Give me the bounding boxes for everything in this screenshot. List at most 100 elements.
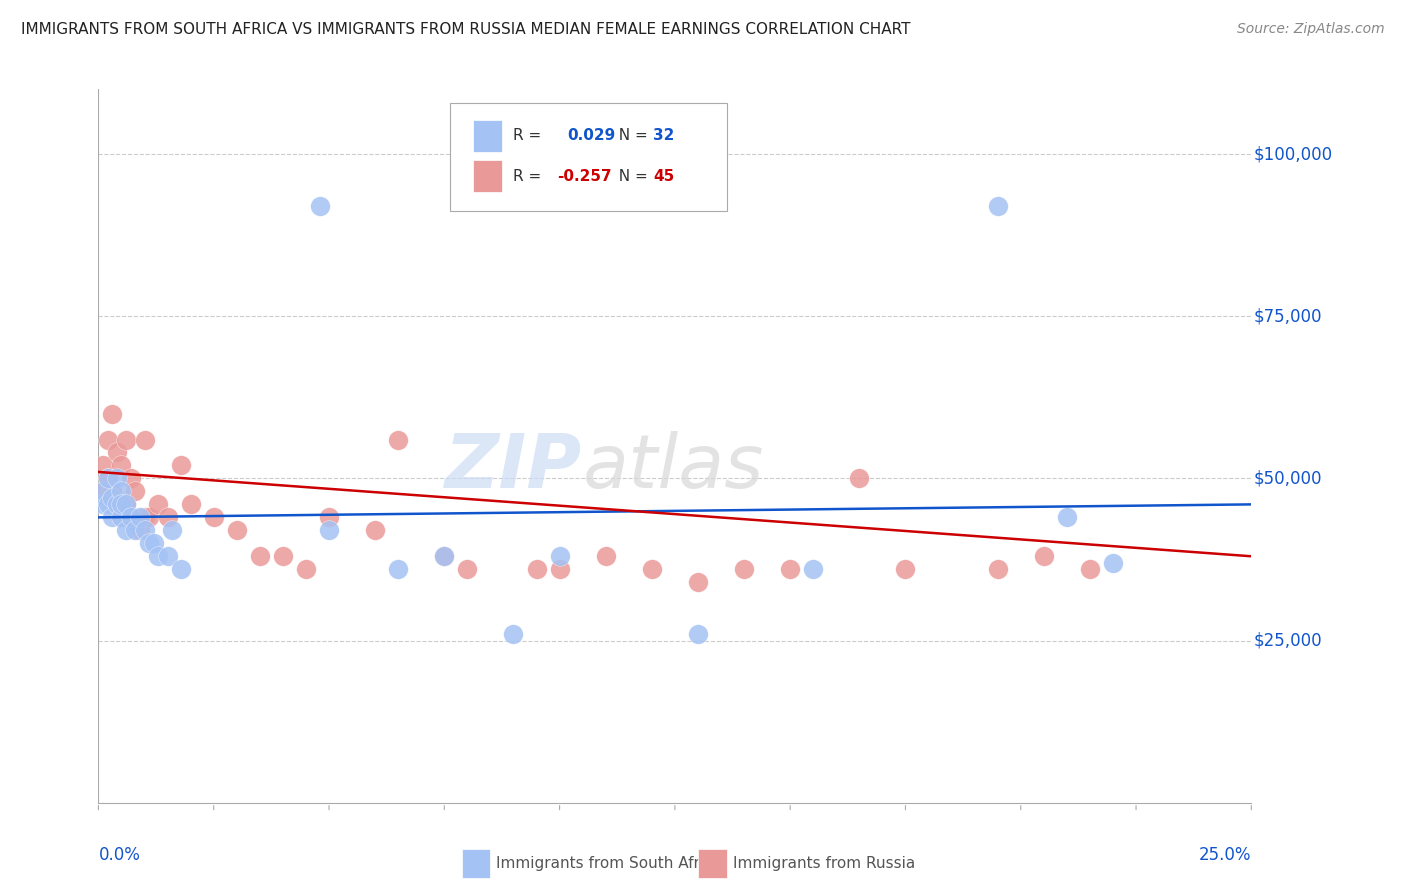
Point — [1056, 510, 1078, 524]
Text: R =: R = — [513, 169, 547, 184]
Point — [101, 407, 124, 421]
Text: 0.0%: 0.0% — [98, 846, 141, 863]
Point — [801, 562, 824, 576]
Point — [170, 562, 193, 576]
Text: $50,000: $50,000 — [1254, 469, 1322, 487]
Point — [97, 433, 120, 447]
Point — [105, 471, 128, 485]
Point — [115, 433, 138, 447]
Point — [271, 549, 294, 564]
Text: Source: ZipAtlas.com: Source: ZipAtlas.com — [1237, 22, 1385, 37]
Point — [987, 199, 1010, 213]
Point — [548, 549, 571, 564]
Text: R =: R = — [513, 128, 551, 143]
Bar — [461, 849, 491, 878]
Point — [364, 524, 387, 538]
Point — [97, 497, 120, 511]
Point — [160, 524, 183, 538]
Point — [124, 524, 146, 538]
Point — [110, 497, 132, 511]
Text: 32: 32 — [652, 128, 675, 143]
Text: atlas: atlas — [582, 432, 763, 503]
Point — [433, 549, 456, 564]
Point — [134, 433, 156, 447]
Point — [526, 562, 548, 576]
Point — [987, 562, 1010, 576]
Point — [105, 445, 128, 459]
Point — [138, 510, 160, 524]
Point — [129, 510, 152, 524]
Bar — [472, 161, 502, 193]
Point — [686, 575, 709, 590]
Point — [686, 627, 709, 641]
Point — [848, 471, 870, 485]
Point — [91, 497, 114, 511]
Point — [120, 510, 142, 524]
Point — [91, 484, 114, 499]
Point — [318, 510, 340, 524]
Text: Immigrants from South Africa: Immigrants from South Africa — [496, 856, 723, 871]
Text: 25.0%: 25.0% — [1199, 846, 1251, 863]
Point — [548, 562, 571, 576]
Point — [1032, 549, 1054, 564]
Point — [641, 562, 664, 576]
Point — [97, 471, 120, 485]
Point — [387, 433, 409, 447]
Point — [295, 562, 318, 576]
Point — [308, 199, 330, 213]
Text: 0.029: 0.029 — [568, 128, 616, 143]
Point — [894, 562, 917, 576]
Point — [148, 549, 170, 564]
Point — [456, 562, 478, 576]
Point — [110, 484, 132, 499]
Point — [101, 491, 124, 505]
Point — [115, 497, 138, 511]
Point — [97, 471, 120, 485]
Point — [733, 562, 755, 576]
Point — [595, 549, 617, 564]
Point — [180, 497, 202, 511]
Text: $75,000: $75,000 — [1254, 307, 1322, 326]
Text: $25,000: $25,000 — [1254, 632, 1322, 649]
Point — [138, 536, 160, 550]
Point — [156, 510, 179, 524]
Point — [156, 549, 179, 564]
Point — [101, 510, 124, 524]
Point — [249, 549, 271, 564]
Point — [120, 510, 142, 524]
Text: N =: N = — [609, 128, 652, 143]
Point — [148, 497, 170, 511]
Point — [91, 458, 114, 473]
Point — [142, 536, 165, 550]
FancyBboxPatch shape — [450, 103, 727, 211]
Point — [115, 497, 138, 511]
Text: $100,000: $100,000 — [1254, 145, 1333, 163]
Text: ZIP: ZIP — [446, 431, 582, 504]
Point — [318, 524, 340, 538]
Point — [105, 497, 128, 511]
Point — [101, 484, 124, 499]
Text: 45: 45 — [652, 169, 675, 184]
Point — [433, 549, 456, 564]
Text: IMMIGRANTS FROM SOUTH AFRICA VS IMMIGRANTS FROM RUSSIA MEDIAN FEMALE EARNINGS CO: IMMIGRANTS FROM SOUTH AFRICA VS IMMIGRAN… — [21, 22, 911, 37]
Point — [1102, 556, 1125, 570]
Text: Immigrants from Russia: Immigrants from Russia — [733, 856, 915, 871]
Point — [91, 484, 114, 499]
Point — [105, 497, 128, 511]
Point — [1078, 562, 1101, 576]
Point — [502, 627, 524, 641]
Text: -0.257: -0.257 — [557, 169, 612, 184]
Point — [170, 458, 193, 473]
Text: N =: N = — [609, 169, 652, 184]
Point — [120, 471, 142, 485]
Point — [115, 524, 138, 538]
Point — [129, 524, 152, 538]
Point — [124, 484, 146, 499]
Point — [134, 524, 156, 538]
Point — [110, 510, 132, 524]
Point — [134, 510, 156, 524]
Point — [110, 510, 132, 524]
Point — [110, 458, 132, 473]
Point — [202, 510, 225, 524]
Bar — [472, 120, 502, 152]
